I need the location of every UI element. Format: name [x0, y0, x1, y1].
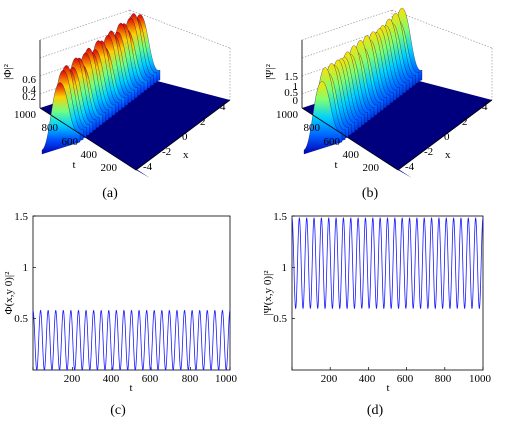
panel-c-x-tick: 600 — [142, 373, 159, 385]
panel-d-axes-frame — [291, 215, 484, 371]
panel-a-z-label: |Φ|² — [2, 63, 14, 79]
panel-a-label: (a) — [102, 186, 118, 201]
panel-b-t-tick: 400 — [343, 149, 360, 161]
panel-a-x-tick: 2 — [200, 116, 206, 128]
panel-c-axes-frame — [32, 215, 231, 371]
panel-c: 1.5 1 0.5 200 400 600 800 1000 t Φ(x,y 0… — [3, 211, 238, 418]
panel-c-x-tick: 200 — [64, 373, 81, 385]
panel-a-x-tick: 0 — [182, 131, 188, 143]
panel-a-t-axis — [39, 107, 137, 171]
panel-b-z-tick: 0.5 — [284, 87, 298, 99]
panel-b-z-tick: 1.5 — [284, 71, 298, 83]
panel-a-x-tick: 4 — [220, 101, 226, 113]
panel-c-label: (c) — [110, 403, 126, 418]
panel-c-y-tick: 1 — [23, 262, 29, 274]
panel-a-t-tick: 400 — [81, 149, 98, 161]
panel-a-z-tick: 0.6 — [22, 74, 36, 86]
panel-b-z-label: |Ψ|² — [264, 63, 276, 80]
panel-d-tick-marks — [291, 215, 484, 370]
panel-d-y-label: |Ψ(x,y 0)|² — [262, 270, 274, 316]
panel-a-t-label: t — [72, 159, 75, 171]
panel-a-x-tick: -4 — [143, 161, 153, 173]
panel-c-x-tick: 400 — [103, 373, 120, 385]
panel-b-x-tick: 2 — [462, 116, 468, 128]
panel-b-t-tick: 200 — [363, 162, 380, 174]
panel-b-t-axis — [301, 107, 399, 171]
panel-a-z-tick: 0.2 — [22, 91, 36, 103]
panel-b-t-label: t — [334, 159, 337, 171]
panel-b-x-tick: -2 — [424, 146, 433, 158]
panel-b-x-tick: -4 — [405, 161, 415, 173]
panel-d-x-tick: 800 — [435, 373, 452, 385]
panel-d-y-tick: 0.5 — [273, 313, 287, 325]
panel-b-z-tick: 1 — [293, 81, 299, 93]
panel-b-x-tick: 0 — [444, 131, 450, 143]
panel-d-label: (d) — [367, 403, 384, 418]
panel-b: 1.5 1 0.5 0 |Ψ|² 1000 800 600 400 200 t … — [264, 7, 493, 201]
panel-a-x-axis — [135, 99, 231, 171]
panel-a-t-tick: 600 — [62, 136, 79, 148]
panel-b-t-tick: 800 — [304, 122, 321, 134]
panel-a-box-edge — [39, 9, 131, 41]
panel-c-y-tick: 0.5 — [14, 313, 28, 325]
panel-b-x-tick: 4 — [482, 101, 488, 113]
panel-d-x-tick: 400 — [359, 373, 376, 385]
panel-b-z-tick: 0 — [293, 95, 299, 107]
panel-a-x-label: x — [183, 149, 189, 161]
panel-a-t-tick: 200 — [101, 162, 118, 174]
panel-d-x-label: t — [386, 382, 389, 394]
panel-b-t-tick: 1000 — [276, 109, 299, 121]
panel-c-y-tick: 1.5 — [14, 211, 28, 223]
panel-a-z-tick: 0.4 — [22, 84, 36, 96]
panel-b-x-label: x — [445, 149, 451, 161]
panel-b-box-edge — [301, 9, 393, 41]
panel-d-series-line — [291, 217, 484, 310]
panel-c-x-tick: 1000 — [215, 373, 238, 385]
panel-c-y-label: Φ(x,y 0)|² — [3, 271, 15, 315]
panel-d-x-tick: 600 — [397, 373, 414, 385]
panel-b-x-axis — [397, 99, 493, 171]
panel-a-x-tick: -2 — [162, 146, 171, 158]
panel-a-box-edge — [39, 26, 131, 59]
panel-c-tick-marks — [32, 215, 231, 370]
panel-a-t-tick: 1000 — [14, 109, 37, 121]
panel-d: 1.5 1 0.5 200 400 600 800 1000 t |Ψ(x,y … — [262, 211, 492, 418]
panel-d-y-tick: 1 — [282, 262, 288, 274]
panel-d-x-tick: 1000 — [469, 373, 492, 385]
panel-c-x-label: t — [129, 382, 132, 394]
panel-b-ridges — [303, 7, 423, 155]
panel-a-ridges — [41, 13, 161, 155]
panel-b-t-tick: 600 — [324, 136, 341, 148]
panel-c-series-line — [32, 309, 231, 371]
panel-a: 0.6 0.4 0.2 |Φ|² 1000 800 600 400 200 t … — [2, 9, 231, 201]
panel-a-t-tick: 800 — [42, 122, 59, 134]
panel-c-x-tick: 800 — [182, 373, 199, 385]
panel-d-y-tick: 1.5 — [273, 211, 287, 223]
panel-b-label: (b) — [362, 186, 379, 201]
panel-d-x-tick: 200 — [321, 373, 338, 385]
